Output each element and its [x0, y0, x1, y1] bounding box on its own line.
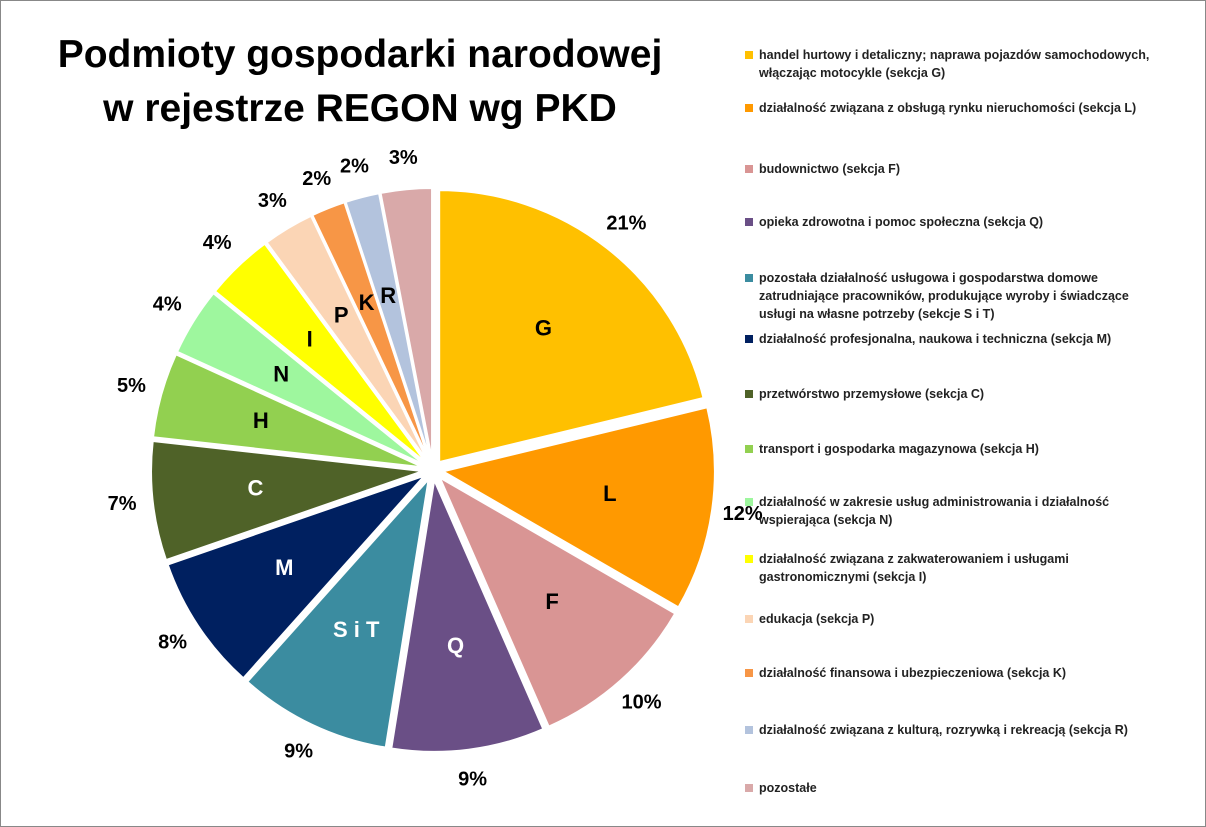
- legend-item: opieka zdrowotna i pomoc społeczna (sekc…: [745, 213, 1165, 231]
- slice-label: C: [248, 476, 264, 501]
- legend-swatch: [745, 390, 753, 398]
- legend-swatch: [745, 615, 753, 623]
- legend-label: pozostała działalność usługowa i gospoda…: [759, 271, 1129, 321]
- legend-item: działalność profesjonalna, naukowa i tec…: [745, 330, 1165, 348]
- pie-slice: [265, 214, 429, 463]
- legend-swatch: [745, 104, 753, 112]
- pie-slice: [311, 201, 431, 462]
- legend-label: opieka zdrowotna i pomoc społeczna (sekc…: [759, 215, 1044, 229]
- legend-swatch: [745, 51, 753, 59]
- legend-item: działalność w zakresie usług administrow…: [745, 493, 1165, 529]
- legend-label: działalność związana z zakwaterowaniem i…: [759, 552, 1069, 584]
- pie-slice: [379, 187, 434, 461]
- legend-label: pozostałe: [759, 781, 817, 795]
- legend-swatch: [745, 784, 753, 792]
- legend-swatch: [745, 555, 753, 563]
- legend-item: budownictwo (sekcja F): [745, 160, 1165, 178]
- data-label: 4%: [153, 293, 182, 315]
- legend-swatch: [745, 335, 753, 343]
- legend-label: budownictwo (sekcja F): [759, 162, 900, 176]
- data-label: 2%: [302, 168, 331, 190]
- slice-label: R: [380, 283, 396, 308]
- legend-item: działalność finansowa i ubezpieczeniowa …: [745, 664, 1165, 682]
- slice-label: I: [307, 327, 313, 352]
- slice-label: K: [359, 290, 375, 315]
- slice-label: L: [603, 481, 616, 506]
- legend-label: transport i gospodarka magazynowa (sekcj…: [759, 442, 1039, 456]
- data-label: 9%: [284, 741, 313, 763]
- legend-swatch: [745, 498, 753, 506]
- pie-slice: [150, 439, 424, 562]
- legend-label: handel hurtowy i detaliczny; naprawa poj…: [759, 48, 1150, 80]
- pie-slice: [390, 476, 545, 753]
- data-label: 21%: [606, 212, 646, 234]
- legend-swatch: [745, 726, 753, 734]
- pie-slice: [440, 406, 716, 609]
- slice-label: N: [273, 362, 289, 387]
- pie-slice: [437, 475, 677, 728]
- legend-label: działalność związana z kulturą, rozrywką…: [759, 723, 1128, 737]
- pie-slice: [151, 353, 424, 469]
- pie-slice: [213, 242, 427, 464]
- legend-item: przetwórstwo przemysłowe (sekcja C): [745, 385, 1165, 403]
- slice-label: P: [334, 303, 349, 328]
- pie-slice: [438, 189, 705, 464]
- data-label: 9%: [458, 769, 487, 791]
- title-line: w rejestrze REGON wg PKD: [103, 87, 617, 130]
- pie-slice: [245, 475, 431, 749]
- legend-item: działalność związana z zakwaterowaniem i…: [745, 550, 1165, 586]
- slice-label: Q: [447, 633, 464, 658]
- legend-label: działalność finansowa i ubezpieczeniowa …: [759, 666, 1067, 680]
- data-label: 3%: [258, 190, 287, 212]
- data-label: 12%: [723, 503, 763, 525]
- title-line: Podmioty gospodarki narodowej: [57, 33, 663, 76]
- data-label: 5%: [117, 375, 146, 397]
- pie-slice: [175, 291, 426, 466]
- data-label: 2%: [340, 156, 369, 178]
- legend-label: działalność w zakresie usług administrow…: [759, 495, 1110, 527]
- legend-swatch: [745, 218, 753, 226]
- data-label: 10%: [622, 691, 662, 713]
- data-label: 7%: [108, 493, 137, 515]
- legend-item: transport i gospodarka magazynowa (sekcj…: [745, 440, 1165, 458]
- pie-slice: [344, 192, 432, 461]
- pie-slice: [166, 473, 428, 680]
- legend-item: działalność związana z kulturą, rozrywką…: [745, 721, 1165, 739]
- legend-swatch: [745, 274, 753, 282]
- slice-label: M: [275, 555, 293, 580]
- slice-label: G: [535, 315, 552, 340]
- legend-label: działalność profesjonalna, naukowa i tec…: [759, 332, 1112, 346]
- legend-swatch: [745, 165, 753, 173]
- slice-label: S i T: [333, 617, 380, 642]
- legend-swatch: [745, 445, 753, 453]
- legend-label: edukacja (sekcja P): [759, 612, 875, 626]
- legend-item: edukacja (sekcja P): [745, 610, 1165, 628]
- legend-label: działalność związana z obsługą rynku nie…: [759, 101, 1137, 115]
- legend-item: pozostałe: [745, 779, 1165, 797]
- chart-title: Podmioty gospodarki narodowej w rejestrz…: [10, 28, 710, 136]
- legend-swatch: [745, 669, 753, 677]
- legend-item: handel hurtowy i detaliczny; naprawa poj…: [745, 46, 1165, 82]
- slice-label: F: [545, 589, 558, 614]
- slice-label: H: [253, 408, 269, 433]
- legend-item: działalność związana z obsługą rynku nie…: [745, 99, 1165, 117]
- legend-label: przetwórstwo przemysłowe (sekcja C): [759, 387, 985, 401]
- data-label: 4%: [203, 232, 232, 254]
- data-label: 3%: [389, 147, 418, 169]
- legend-item: pozostała działalność usługowa i gospoda…: [745, 269, 1165, 323]
- data-label: 8%: [158, 632, 187, 654]
